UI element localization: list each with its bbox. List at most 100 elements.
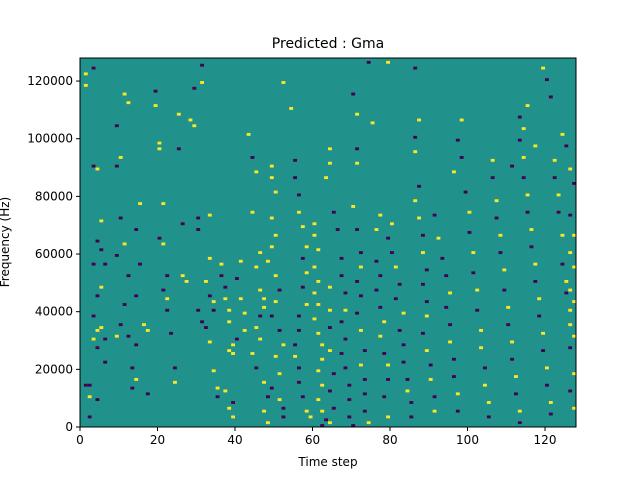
heatmap-cell xyxy=(83,383,88,387)
heatmap-cell xyxy=(347,415,352,419)
heatmap-cell xyxy=(87,415,92,419)
heatmap-cell xyxy=(138,262,143,266)
heatmap-plot-area xyxy=(80,58,577,427)
heatmap-cell xyxy=(281,406,286,410)
heatmap-cell xyxy=(184,279,189,283)
heatmap-cell xyxy=(316,331,321,335)
heatmap-cell xyxy=(161,242,166,246)
heatmap-cell xyxy=(99,248,104,252)
heatmap-cell xyxy=(370,121,375,125)
heatmap-cell xyxy=(196,308,201,312)
heatmap-cell xyxy=(281,415,286,419)
heatmap-cell xyxy=(300,256,305,260)
heatmap-cell xyxy=(134,228,139,231)
heatmap-cell xyxy=(331,210,336,214)
heatmap-cell xyxy=(207,256,212,260)
heatmap-cell xyxy=(87,383,92,387)
heatmap-cell xyxy=(227,349,232,353)
heatmap-cell xyxy=(366,421,371,425)
heatmap-cell xyxy=(250,352,255,355)
heatmap-cell xyxy=(258,288,263,292)
heatmap-cell xyxy=(401,360,406,364)
heatmap-cell xyxy=(328,421,332,425)
heatmap-cell xyxy=(541,349,546,353)
heatmap-cell xyxy=(572,233,577,237)
heatmap-cell xyxy=(343,308,348,312)
heatmap-cell xyxy=(351,205,356,208)
heatmap-cell xyxy=(118,216,123,220)
heatmap-cell xyxy=(521,176,526,180)
heatmap-cell xyxy=(355,112,360,116)
heatmap-cell xyxy=(273,354,278,358)
heatmap-cell xyxy=(362,392,367,396)
heatmap-cell xyxy=(444,274,449,278)
heatmap-cell xyxy=(316,369,321,373)
heatmap-cell xyxy=(130,386,135,390)
heatmap-cell xyxy=(153,89,158,93)
heatmap-cell xyxy=(242,311,247,315)
heatmap-cell xyxy=(258,314,263,318)
heatmap-cell xyxy=(444,305,449,309)
heatmap-cell xyxy=(355,161,360,165)
heatmap-cell xyxy=(486,401,491,404)
heatmap-cell xyxy=(95,239,100,243)
heatmap-cell xyxy=(153,104,158,108)
heatmap-cell xyxy=(250,156,255,159)
heatmap-cell xyxy=(204,279,208,283)
heatmap-cell xyxy=(537,297,542,301)
heatmap-cell xyxy=(517,409,522,413)
heatmap-cell xyxy=(525,193,530,197)
heatmap-cell xyxy=(169,331,174,335)
heatmap-cell xyxy=(254,170,259,174)
heatmap-cell xyxy=(572,265,577,269)
heatmap-cell xyxy=(235,337,239,341)
y-axis: 0 20000 40000 60000 80000 100000 120000 xyxy=(27,74,80,434)
heatmap-cell xyxy=(455,392,460,396)
heatmap-cell xyxy=(223,285,228,289)
heatmap-cell xyxy=(297,380,301,384)
heatmap-cell xyxy=(99,219,104,223)
heatmap-cell xyxy=(413,135,418,139)
heatmap-cell xyxy=(328,349,332,353)
heatmap-cell xyxy=(351,92,356,96)
heatmap-cell xyxy=(304,245,309,249)
heatmap-cell xyxy=(475,308,480,312)
heatmap-cell xyxy=(304,271,309,275)
heatmap-cell xyxy=(293,343,298,347)
heatmap-cell xyxy=(432,395,437,399)
heatmap-cell xyxy=(521,156,526,159)
heatmap-cell xyxy=(126,334,131,338)
heatmap-cell xyxy=(331,406,336,410)
heatmap-cell xyxy=(545,78,549,82)
heatmap-cell xyxy=(211,300,216,304)
heatmap-cell xyxy=(339,274,344,278)
heatmap-cell xyxy=(572,406,577,410)
heatmap-cell xyxy=(548,95,553,99)
heatmap-cell xyxy=(114,124,119,128)
heatmap-cell xyxy=(486,415,491,419)
heatmap-cell xyxy=(490,176,495,180)
heatmap-cell xyxy=(339,320,344,324)
heatmap-cell xyxy=(320,409,325,413)
heatmap-cell xyxy=(134,343,139,347)
heatmap-cell xyxy=(560,233,565,237)
heatmap-cell xyxy=(483,383,487,387)
heatmap-cell xyxy=(134,294,139,298)
x-tick-label: 0 xyxy=(76,433,84,447)
heatmap-cell xyxy=(297,314,301,318)
heatmap-cell xyxy=(548,401,553,404)
heatmap-cell xyxy=(471,271,476,275)
heatmap-cell xyxy=(289,107,294,110)
heatmap-cell xyxy=(211,369,216,373)
heatmap-cell xyxy=(297,210,301,214)
heatmap-cell xyxy=(173,380,177,384)
heatmap-cell xyxy=(103,360,108,364)
heatmap-cell xyxy=(304,409,309,413)
heatmap-cell xyxy=(95,398,100,402)
heatmap-cell xyxy=(157,147,162,151)
heatmap-cell xyxy=(331,372,336,376)
heatmap-cell xyxy=(378,334,383,338)
heatmap-cell xyxy=(320,343,325,347)
heatmap-cell xyxy=(122,92,127,96)
